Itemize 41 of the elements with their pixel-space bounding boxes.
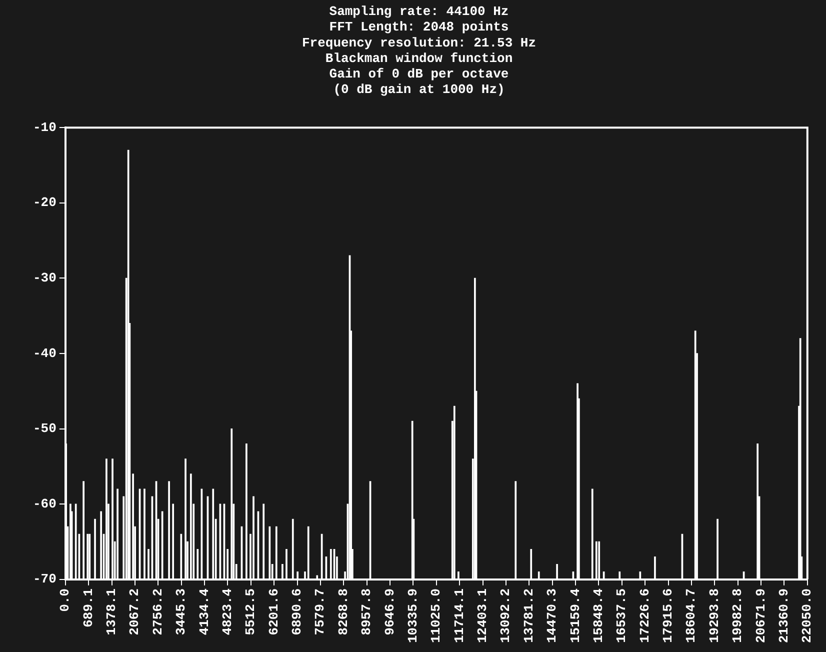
- x-tick-label: 8268.8: [336, 588, 351, 636]
- x-tick-label: 17915.6: [660, 588, 676, 643]
- y-tick-label: -40: [33, 346, 57, 361]
- x-tick-label: 12403.1: [475, 588, 490, 643]
- x-tick-label: 11025.0: [428, 588, 444, 643]
- x-tick-label: 13092.2: [498, 588, 514, 643]
- y-tick-label: -60: [33, 496, 57, 512]
- x-tick-label: 14470.3: [544, 588, 560, 643]
- x-tick-label: 21360.9: [776, 588, 792, 643]
- x-tick-label: 16537.5: [614, 588, 630, 643]
- x-tick-label: 20671.9: [753, 588, 768, 643]
- y-tick-label: -10: [33, 120, 57, 135]
- x-tick-label: 0.0: [58, 588, 73, 612]
- x-tick-label: 4134.4: [196, 588, 212, 636]
- y-tick-label: -70: [33, 572, 57, 587]
- x-tick-label: 19982.8: [730, 588, 746, 643]
- x-tick-label: 19293.8: [706, 588, 722, 643]
- x-tick-label: 9646.9: [382, 588, 398, 636]
- x-tick-label: 6890.6: [290, 588, 305, 636]
- y-tick-label: -20: [33, 195, 57, 210]
- x-tick-label: 5512.5: [243, 588, 258, 636]
- x-tick-label: 15848.4: [590, 588, 606, 643]
- x-tick-label: 6201.6: [266, 588, 282, 636]
- y-tick-label: -50: [33, 421, 57, 436]
- x-tick-label: 18604.7: [684, 588, 699, 643]
- x-tick-label: 17226.6: [637, 588, 652, 643]
- x-tick-label: 3445.3: [174, 588, 189, 636]
- chart-title: Sampling rate: 44100 Hz FFT Length: 2048 points Frequency resolution: 21.53 Hz Blackman window function Gain of 0 dB per octave (0 dB gain at 1000 Hz): [302, 4, 536, 98]
- x-tick-label: 689.1: [80, 588, 96, 628]
- x-tick-label: 2067.2: [127, 588, 142, 636]
- x-tick-label: 15159.4: [568, 588, 583, 643]
- x-tick-label: 10335.9: [405, 588, 420, 643]
- x-tick-label: 22050.0: [800, 588, 815, 643]
- x-tick-label: 11714.1: [452, 588, 467, 643]
- x-tick-label: 7579.7: [312, 588, 328, 636]
- x-tick-label: 4823.4: [220, 588, 235, 636]
- x-tick-label: 2756.2: [150, 588, 166, 636]
- x-tick-label: 1378.1: [104, 588, 120, 636]
- x-tick-label: 8957.8: [359, 588, 374, 636]
- y-tick-label: -30: [33, 270, 57, 286]
- x-tick-label: 13781.2: [521, 588, 536, 643]
